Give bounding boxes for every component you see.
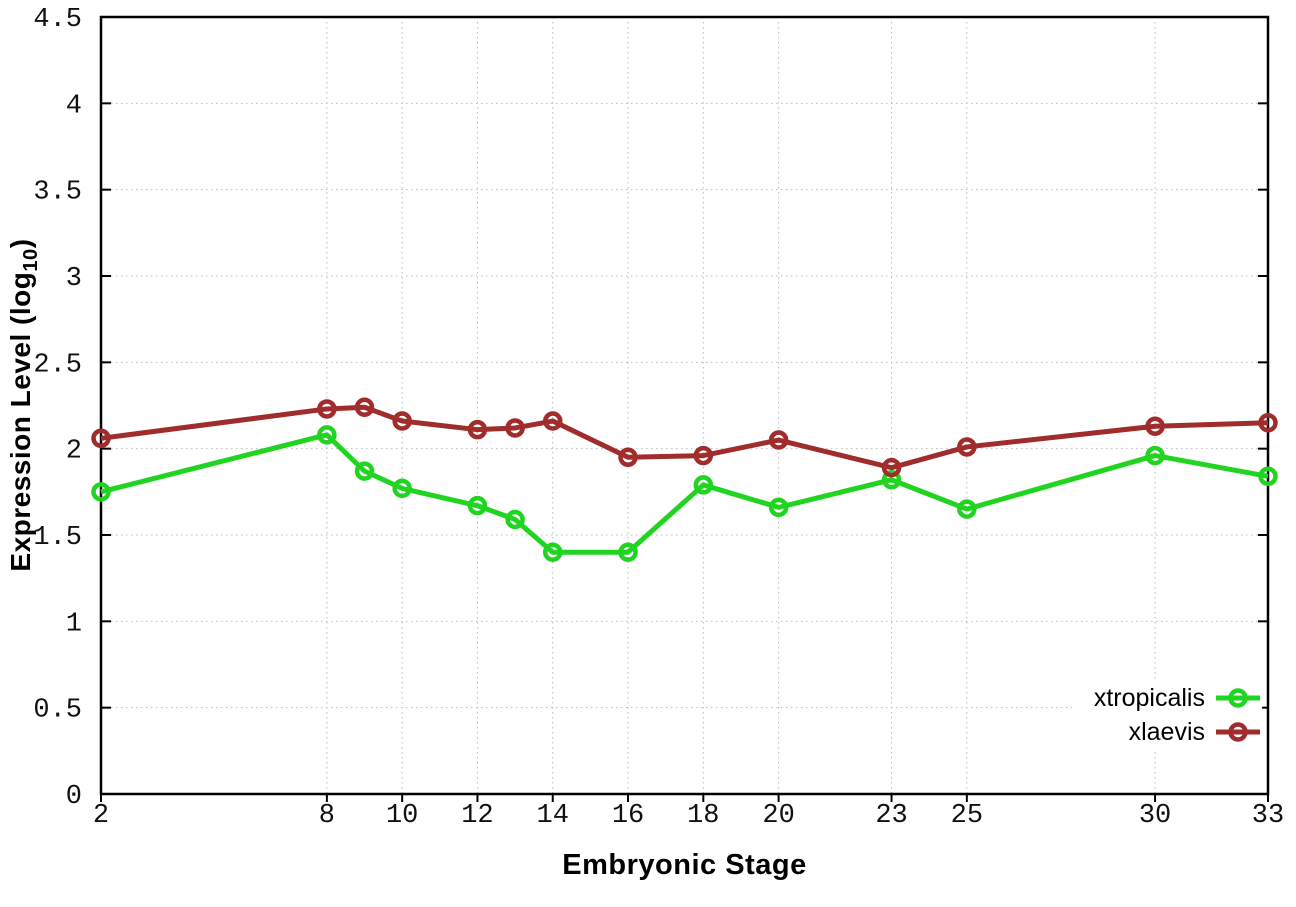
y-tick-label-0: 0 (66, 782, 82, 812)
data-point-xlaevis-8 (317, 399, 337, 419)
y-tick-label-3: 3 (66, 264, 82, 294)
legend: xtropicalis xlaevis (1072, 681, 1262, 749)
data-point-xlaevis-2 (91, 428, 111, 449)
series-line-xlaevis (100, 404, 1269, 471)
y-axis-label-subscript: 10 (19, 248, 42, 272)
data-point-xlaevis-12 (467, 419, 488, 440)
x-tick-label-2: 2 (93, 801, 109, 831)
data-point-xtropicalis-33 (1258, 466, 1278, 487)
data-point-xlaevis-25 (957, 437, 977, 457)
data-point-xlaevis-18 (693, 445, 714, 466)
data-point-xlaevis-33 (1258, 413, 1278, 433)
y-axis-label: Expression Level (log10) (5, 238, 43, 571)
plot-border (99, 15, 1270, 796)
data-point-xtropicalis-20 (768, 497, 789, 518)
x-tick-label-8: 8 (319, 801, 335, 831)
x-tick-label-25: 25 (951, 801, 983, 831)
y-tick-label-2: 2 (66, 437, 82, 467)
data-point-xtropicalis-30 (1145, 445, 1165, 466)
y-tick-label-1.5: 1.5 (33, 523, 82, 553)
data-point-xtropicalis-14 (542, 542, 563, 563)
data-point-xtropicalis-23 (881, 469, 902, 490)
data-point-xlaevis-13 (505, 418, 525, 438)
data-point-xlaevis-14 (542, 411, 563, 431)
data-point-xlaevis-9 (354, 397, 375, 417)
legend-item-xtropicalis: xtropicalis (1072, 683, 1262, 713)
data-point-xtropicalis-2 (91, 482, 111, 502)
x-tick-label-30: 30 (1139, 801, 1171, 831)
data-point-xtropicalis-12 (467, 495, 488, 516)
data-point-xlaevis-16 (618, 447, 638, 468)
data-point-xtropicalis-13 (505, 509, 525, 530)
data-point-xlaevis-20 (768, 430, 789, 450)
y-tick-label-4: 4 (66, 91, 82, 121)
y-tick-label-0.5: 0.5 (33, 696, 82, 726)
legend-item-xlaevis: xlaevis (1072, 717, 1262, 747)
x-tick-label-14: 14 (537, 801, 569, 831)
y-tick-label-3.5: 3.5 (33, 178, 82, 208)
x-tick-label-18: 18 (687, 801, 719, 831)
x-tick-label-10: 10 (386, 801, 418, 831)
y-axis-label-suffix: ) (5, 238, 37, 249)
y-tick-label-4.5: 4.5 (33, 5, 82, 35)
data-point-xtropicalis-25 (957, 499, 977, 519)
x-tick-label-12: 12 (461, 801, 493, 831)
data-point-xlaevis-23 (881, 457, 902, 478)
xlaevis-marker-icon (1216, 722, 1260, 742)
y-tick-label-1: 1 (66, 609, 82, 639)
y-axis-label-text: Expression Level (log (5, 271, 37, 572)
data-point-xtropicalis-9 (354, 461, 375, 481)
legend-label-xlaevis: xlaevis (1128, 717, 1205, 746)
data-point-xlaevis-30 (1145, 416, 1165, 436)
x-axis-label: Embryonic Stage (562, 849, 807, 881)
xtropicalis-marker-icon (1216, 688, 1260, 708)
data-point-xtropicalis-8 (317, 425, 337, 445)
y-tick-label-2.5: 2.5 (33, 350, 82, 380)
data-point-xtropicalis-18 (693, 475, 714, 495)
legend-label-xtropicalis: xtropicalis (1093, 683, 1205, 712)
data-point-xlaevis-10 (392, 411, 412, 431)
x-tick-label-20: 20 (762, 801, 794, 831)
data-point-xtropicalis-10 (392, 478, 412, 499)
data-point-xtropicalis-16 (618, 542, 638, 563)
x-tick-label-33: 33 (1252, 801, 1284, 831)
x-tick-label-23: 23 (875, 801, 907, 831)
x-tick-label-16: 16 (612, 801, 644, 831)
